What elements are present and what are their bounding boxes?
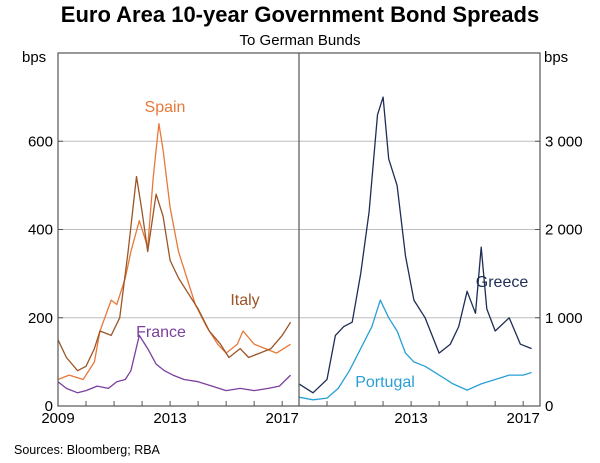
series-label-greece: Greece: [476, 274, 529, 291]
y-tick-label-left: 600: [28, 133, 53, 150]
y-tick-label-right: 1 000: [545, 310, 583, 327]
y-tick-label-left: 200: [28, 310, 53, 327]
series-line-france: [57, 334, 292, 394]
x-tick-label-right: 2017: [506, 410, 539, 427]
x-tick-label-left: 2017: [265, 410, 298, 427]
x-tick-label-right: 2013: [394, 410, 427, 427]
series-label-portugal: Portugal: [355, 374, 415, 391]
y-tick-label-left: 0: [45, 398, 53, 415]
series-line-greece: [298, 96, 532, 394]
chart-title: Euro Area 10-year Government Bond Spread…: [61, 2, 539, 27]
series-line-italy: [57, 175, 292, 372]
right-unit-label: bps: [544, 49, 568, 66]
series-label-italy: Italy: [230, 292, 259, 309]
left-unit-label: bps: [22, 49, 46, 66]
series-lines: [57, 96, 532, 401]
chart-subtitle: To German Bunds: [240, 32, 361, 49]
series-line-spain: [57, 122, 291, 381]
y-tick-label-right: 2 000: [545, 222, 583, 239]
x-tick-label-left: 2013: [153, 410, 186, 427]
y-tick-label-right: 0: [545, 398, 553, 415]
y-tick-label-right: 3 000: [545, 133, 583, 150]
source-note: Sources: Bloomberg; RBA: [14, 443, 161, 457]
axis-ticks: 0 200 400 600 2009 2013 2017 0 1 000 2 000 3 000 20…: [28, 133, 583, 427]
gridlines: [58, 140, 540, 319]
y-tick-label-left: 400: [28, 222, 53, 239]
series-line-portugal: [298, 299, 532, 401]
series-label-france: France: [136, 324, 186, 341]
series-label-spain: Spain: [145, 99, 186, 116]
x-tick-label-left: 2009: [41, 410, 74, 427]
